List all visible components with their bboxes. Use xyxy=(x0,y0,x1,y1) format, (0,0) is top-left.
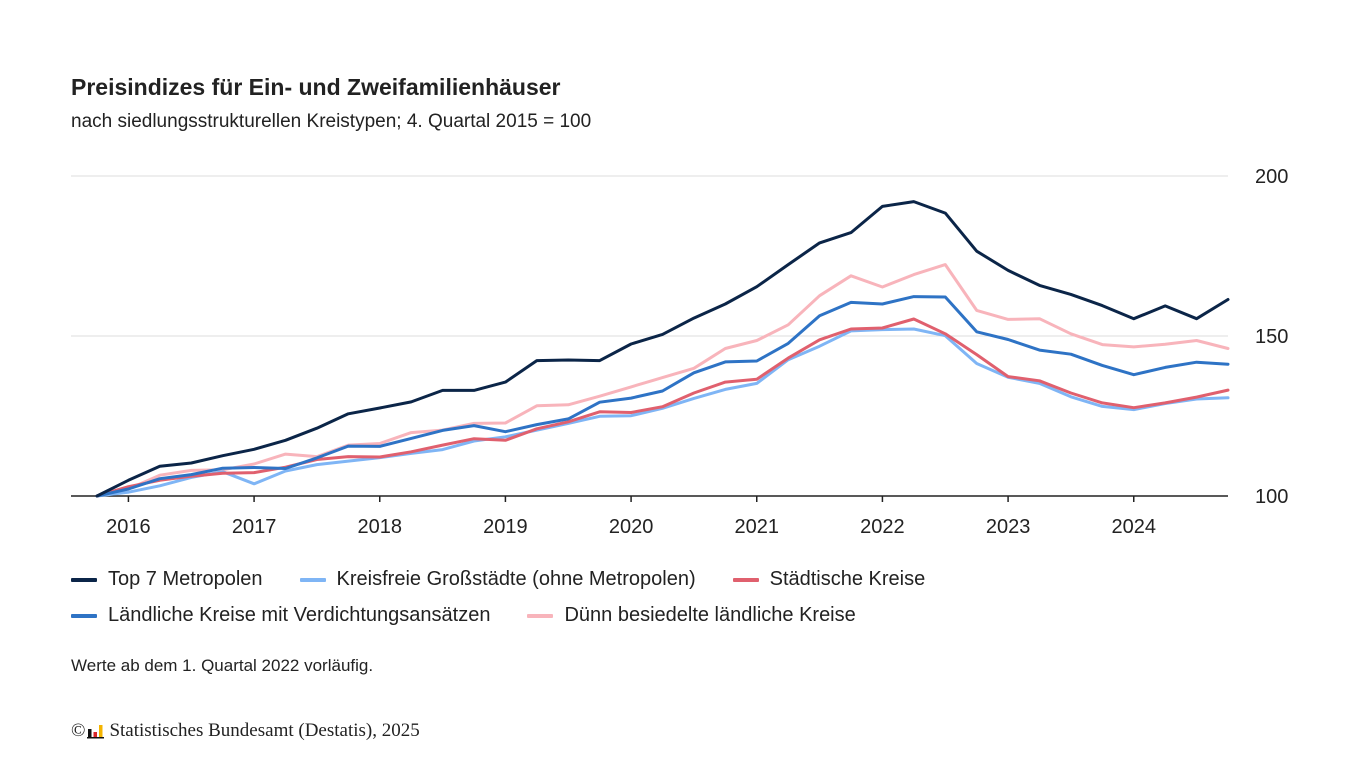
legend-swatch xyxy=(299,577,326,582)
x-tick-label: 2018 xyxy=(358,516,403,538)
series-line-5 xyxy=(95,263,1230,498)
chart-subtitle: nach siedlungsstrukturellen Kreistypen; … xyxy=(71,111,592,132)
x-tick-label: 2019 xyxy=(483,516,528,538)
chart-title: Preisindizes für Ein- und Zweifamilienhä… xyxy=(71,74,561,100)
x-axis: 2016 2017 2018 2019 2020 2021 2022 2023 2024 xyxy=(71,495,1228,538)
legend-item: Kreisfreie Großstädte (ohne Metropolen) xyxy=(299,568,696,591)
x-tick-label: 2022 xyxy=(860,516,905,538)
x-tick-label: 2023 xyxy=(986,516,1031,538)
gridlines xyxy=(71,175,1228,337)
legend-label: Dünn besiedelte ländliche Kreise xyxy=(564,604,856,626)
x-tick-label: 2016 xyxy=(106,516,151,538)
series-line-3 xyxy=(95,317,1230,498)
source-line: © Statistisches Bundesamt (Destatis), 20… xyxy=(71,720,420,742)
copyright-symbol: © xyxy=(71,720,86,741)
x-tick-label: 2021 xyxy=(735,516,780,538)
series-line-2 xyxy=(95,327,1230,498)
series-lines xyxy=(95,200,1230,498)
y-tick-label: 100 xyxy=(1255,486,1288,508)
y-axis-tick-labels: 100 150 200 xyxy=(1255,166,1288,508)
legend-label: Ländliche Kreise mit Verdichtungsansätze… xyxy=(108,604,491,626)
legend-item: Dünn besiedelte ländliche Kreise xyxy=(527,604,856,627)
legend-item: Städtische Kreise xyxy=(732,568,926,591)
legend-label: Kreisfreie Großstädte (ohne Metropolen) xyxy=(336,568,696,590)
legend-swatch xyxy=(732,577,759,582)
y-tick-label: 200 xyxy=(1255,166,1288,188)
legend-label: Top 7 Metropolen xyxy=(108,568,263,590)
legend-row-2: Ländliche Kreise mit Verdichtungsansätze… xyxy=(71,604,893,627)
legend-swatch xyxy=(527,613,554,618)
legend-label: Städtische Kreise xyxy=(769,568,926,590)
x-tick-label: 2024 xyxy=(1112,516,1157,538)
legend-swatch xyxy=(71,613,97,618)
x-tick-label: 2020 xyxy=(609,516,654,538)
series-line-1 xyxy=(95,200,1230,498)
x-tick-label: 2017 xyxy=(232,516,277,538)
legend-item: Ländliche Kreise mit Verdichtungsansätze… xyxy=(71,604,490,627)
y-tick-label: 150 xyxy=(1255,326,1288,348)
legend-item: Top 7 Metropolen xyxy=(71,568,263,591)
footnote: Werte ab dem 1. Quartal 2022 vorläufig. xyxy=(71,656,374,675)
source-text: Statistisches Bundesamt (Destatis), 2025 xyxy=(109,720,420,741)
legend-row-1: Top 7 Metropolen Kreisfreie Großstädte (o… xyxy=(71,568,962,591)
series-line-4 xyxy=(95,295,1230,498)
destatis-logo-icon xyxy=(87,725,105,739)
legend-swatch xyxy=(71,577,97,582)
